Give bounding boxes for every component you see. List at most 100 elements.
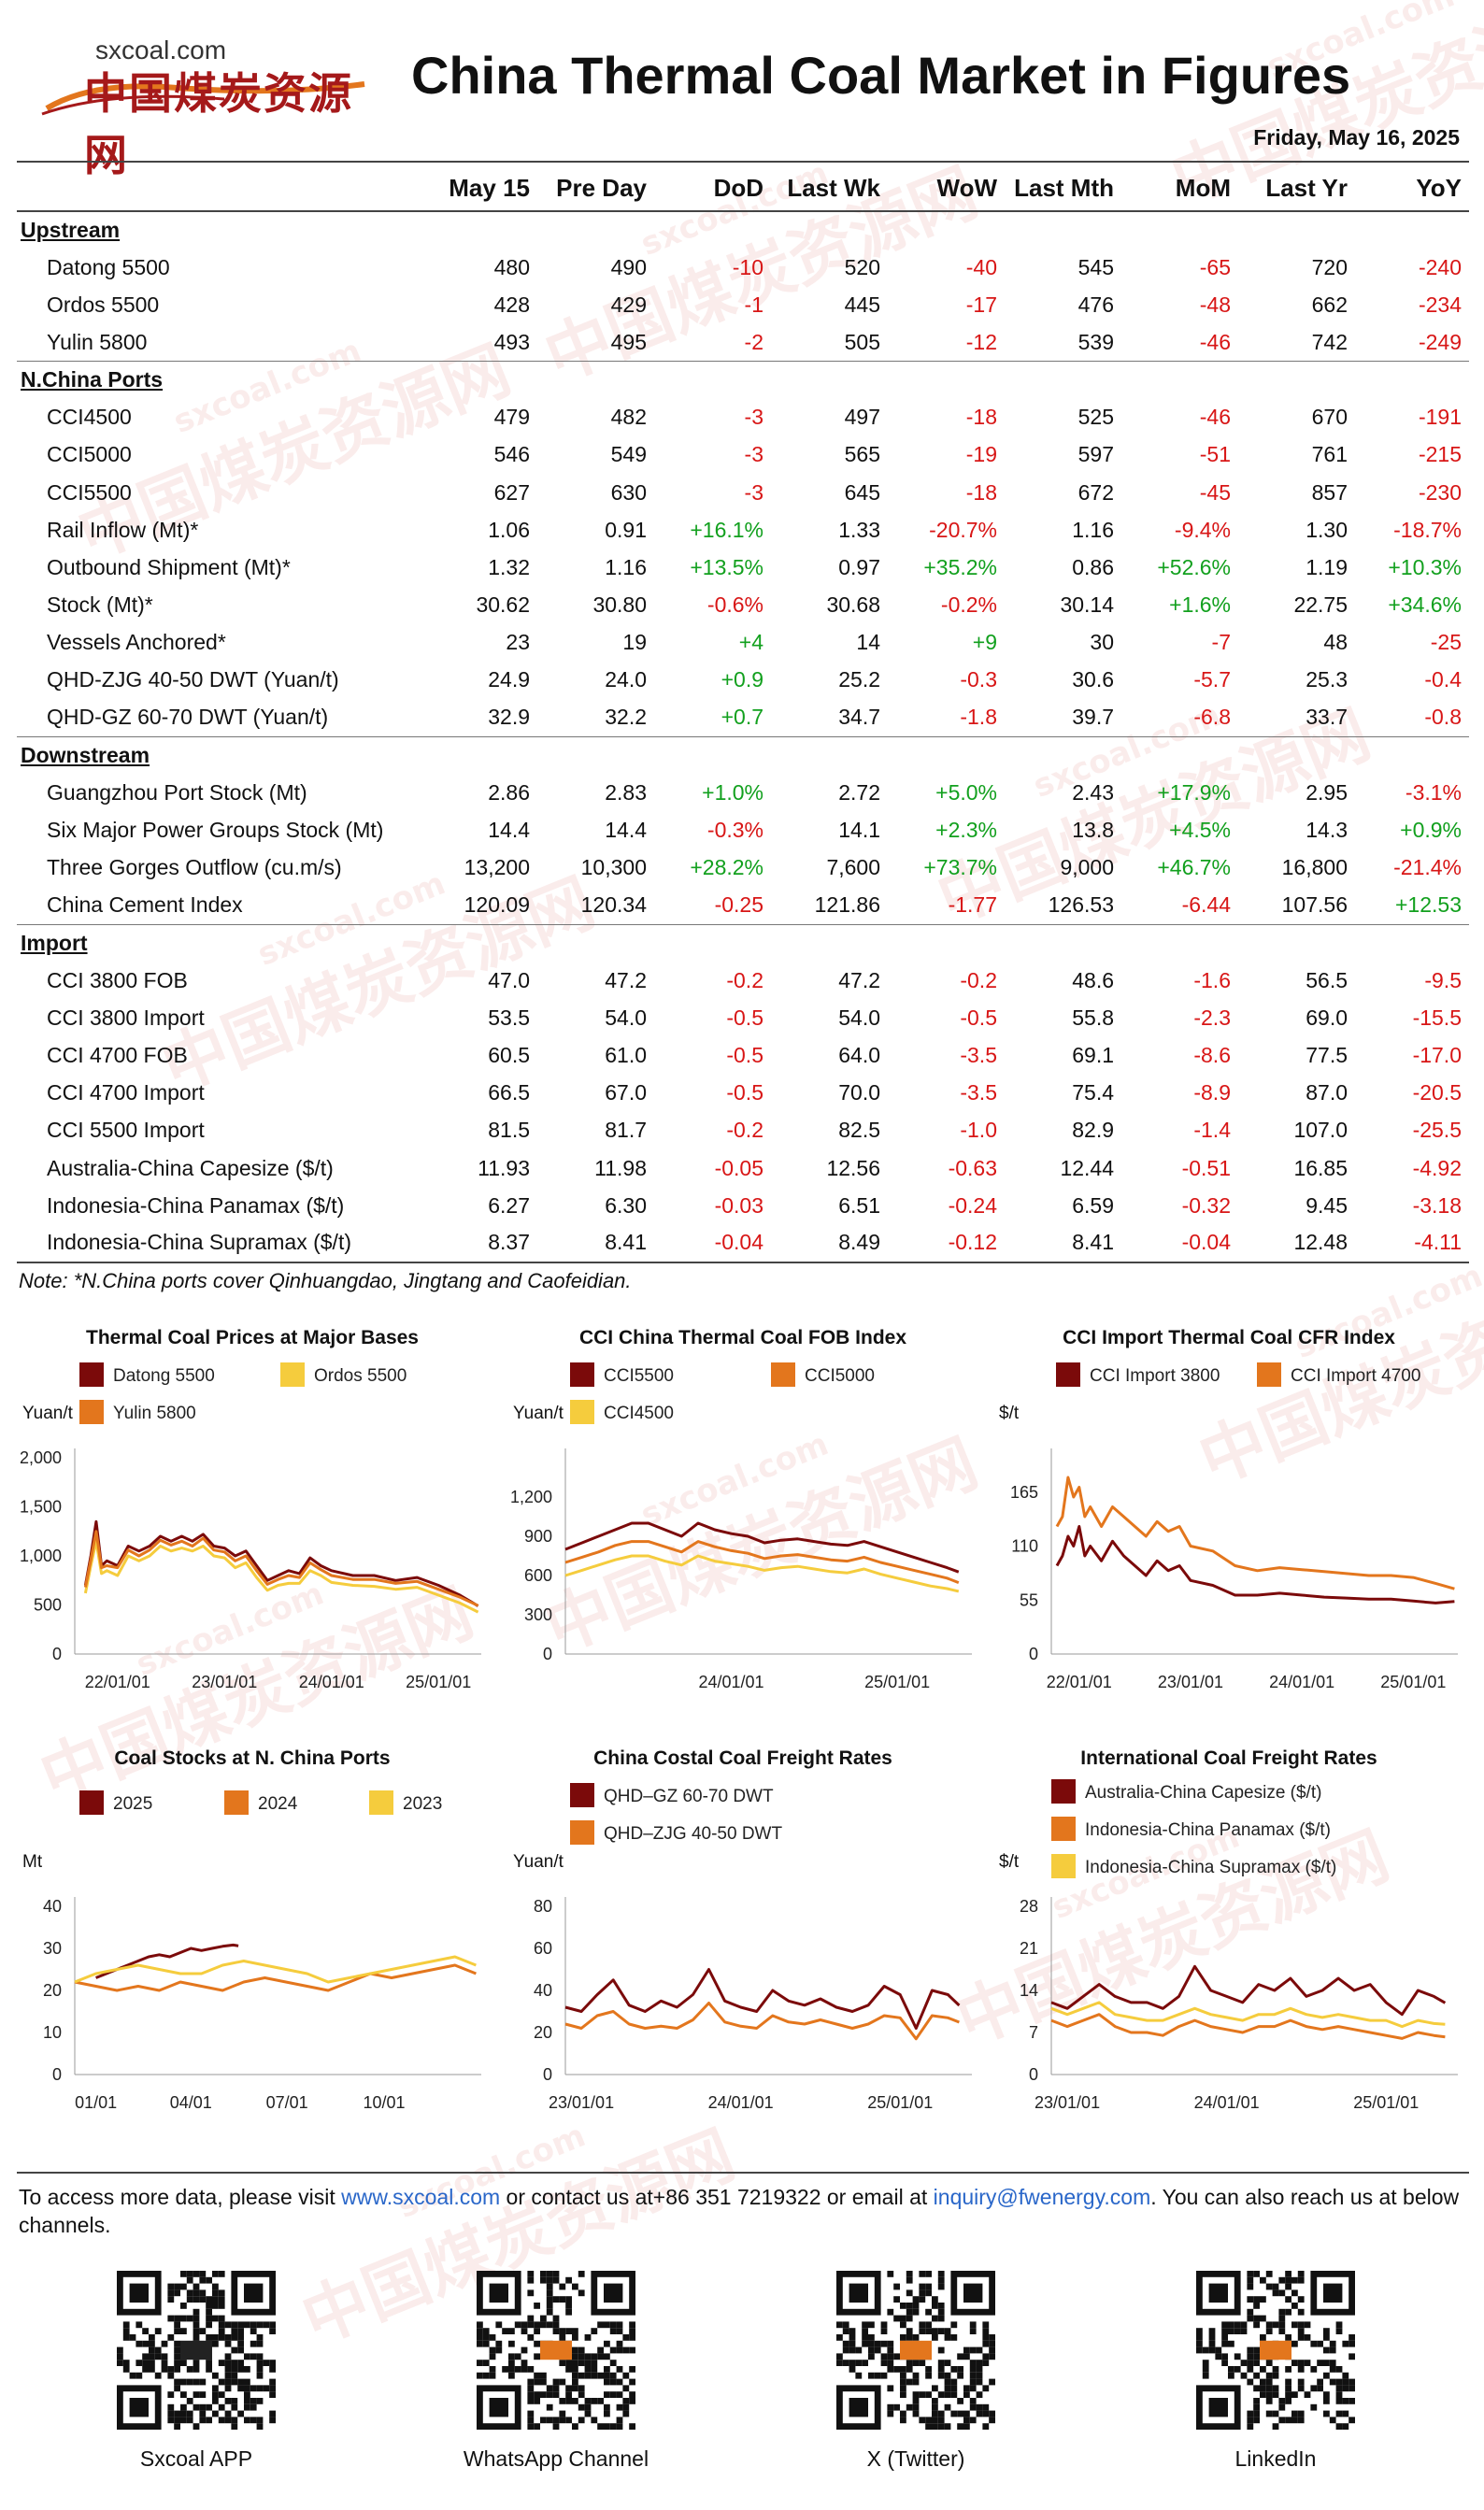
row-label: CCI 3800 Import — [47, 1005, 205, 1030]
row-label: CCI 4700 FOB — [47, 1042, 188, 1067]
table-row: CCI5000 546 549 -3 565 -19 597 -51 761 -215 — [17, 436, 1469, 474]
value-cell: 429 — [610, 292, 647, 317]
change-cell: +73.7% — [923, 855, 997, 880]
column-header: Last Mth — [1005, 166, 1121, 212]
value-cell: 630 — [610, 479, 647, 505]
chart-svg: CCI Import Thermal Coal CFR Index $/t CCI … — [999, 1327, 1458, 1691]
column-header: May 15 — [421, 166, 537, 212]
value-cell: 34.7 — [838, 705, 880, 730]
row-label: CCI 4700 Import — [47, 1080, 205, 1105]
x-tick-label: 23/01/01 — [1158, 1673, 1223, 1691]
value-cell: 55.8 — [1072, 1005, 1114, 1030]
table-row: Australia-China Capesize ($/t) 11.93 11.98… — [17, 1149, 1469, 1187]
row-label: Indonesia-China Supramax ($/t) — [17, 1224, 421, 1263]
change-cell: -5.7 — [1193, 667, 1231, 692]
change-cell: -0.5 — [726, 1042, 763, 1067]
value-cell: 33.7 — [1306, 705, 1348, 730]
legend-label: Indonesia-China Supramax ($/t) — [1085, 1858, 1336, 1877]
section-header-row: Import — [17, 923, 1469, 962]
y-tick-label: 0 — [1029, 1645, 1038, 1663]
change-cell: -0.2 — [726, 1118, 763, 1143]
value-cell: 48.6 — [1072, 967, 1114, 992]
series-line — [564, 1968, 961, 2030]
value-cell: 670 — [1311, 405, 1348, 430]
value-cell: 69.0 — [1306, 1005, 1348, 1030]
sxcoal-logo[interactable]: sxcoal.com 中国煤炭资源网 — [37, 36, 374, 180]
logo-domain: sxcoal.com — [95, 36, 227, 64]
value-cell: 107.0 — [1293, 1118, 1348, 1143]
x-qr-icon — [836, 2271, 995, 2430]
change-cell: +28.2% — [690, 855, 763, 880]
y-tick-label: 20 — [534, 2023, 552, 2042]
value-cell: 495 — [610, 329, 647, 354]
value-cell: 14.1 — [838, 818, 880, 843]
row-label: CCI5000 — [47, 442, 132, 467]
report-date: Friday, May 16, 2025 — [1253, 125, 1460, 150]
table-row: Outbound Shipment (Mt)* 1.32 1.16 +13.5% 0.9… — [17, 549, 1469, 586]
change-cell: -18 — [965, 405, 997, 430]
market-figures-table: May 15 Pre Day DoD Last Wk WoW Last Mth … — [17, 166, 1469, 1263]
y-tick-label: 165 — [1010, 1483, 1038, 1502]
change-cell: -12 — [965, 329, 997, 354]
legend-label: CCI5500 — [604, 1366, 674, 1386]
change-cell: -40 — [965, 254, 997, 279]
column-header: WoW — [888, 166, 1005, 212]
qr-card[interactable]: Sxcoal APP — [93, 2271, 299, 2472]
qr-card[interactable]: WhatsApp Channel — [453, 2271, 659, 2472]
change-cell: -1.8 — [960, 705, 997, 730]
qr-card[interactable]: X (Twitter) — [813, 2271, 1019, 2472]
email-link[interactable]: inquiry@fwenergy.com — [933, 2185, 1151, 2209]
website-link[interactable]: www.sxcoal.com — [341, 2185, 501, 2209]
series-line — [1050, 2013, 1446, 2040]
table-row: CCI 4700 FOB 60.5 61.0 -0.5 64.0 -3.5 69.1 -8.6… — [17, 1036, 1469, 1074]
x-tick-label: 24/01/01 — [1194, 2093, 1260, 2112]
change-cell: -215 — [1418, 442, 1462, 467]
qr-card[interactable]: LinkedIn — [1173, 2271, 1378, 2472]
table-footnote: Note: *N.China ports cover Qinhuangdao, … — [19, 1269, 632, 1292]
change-cell: -3 — [744, 442, 763, 467]
change-cell: -9.4% — [1174, 517, 1231, 542]
value-cell: 14.4 — [488, 818, 530, 843]
y-tick-label: 28 — [1020, 1897, 1038, 1916]
chart-title: CCI Import Thermal Coal CFR Index — [1063, 1327, 1395, 1348]
x-tick-label: 10/01 — [364, 2093, 406, 2112]
legend-swatch — [79, 1790, 104, 1815]
chart-svg: Thermal Coal Prices at Major Bases Yuan/t… — [20, 1327, 481, 1691]
value-cell: 121.86 — [814, 892, 880, 918]
series-line — [1055, 1476, 1455, 1590]
change-cell: +52.6% — [1157, 554, 1231, 579]
row-label: QHD-ZJG 40-50 DWT (Yuan/t) — [47, 667, 339, 692]
value-cell: 2.43 — [1072, 779, 1114, 805]
y-tick-label: 110 — [1011, 1537, 1038, 1556]
change-cell: +1.6% — [1169, 592, 1231, 618]
logo-name: 中国煤炭资源网 — [84, 68, 353, 180]
value-cell: 9.45 — [1306, 1192, 1348, 1218]
column-header: MoM — [1121, 166, 1238, 212]
change-cell: -45 — [1199, 479, 1231, 505]
series-line — [95, 1943, 239, 1979]
legend-swatch — [771, 1362, 795, 1387]
contact-text-pre: To access more data, please visit — [19, 2185, 342, 2209]
legend-label: Datong 5500 — [113, 1366, 215, 1386]
y-axis-label: Yuan/t — [22, 1404, 74, 1423]
value-cell: 53.5 — [488, 1005, 530, 1030]
legend-swatch — [280, 1362, 305, 1387]
value-cell: 47.0 — [488, 967, 530, 992]
value-cell: 12.48 — [1238, 1224, 1355, 1263]
logo-swoosh-icon — [41, 81, 365, 116]
change-cell: -19 — [965, 442, 997, 467]
y-tick-label: 14 — [1020, 1981, 1038, 2000]
value-cell: 8.49 — [771, 1224, 888, 1263]
value-cell: 24.0 — [605, 667, 647, 692]
column-header: Last Yr — [1238, 166, 1355, 212]
series-line — [1050, 1964, 1447, 2017]
chart-coal-stocks: Coal Stocks at N. China Ports Mt 2025 2024 2… — [9, 1738, 495, 2149]
value-cell: 77.5 — [1306, 1042, 1348, 1067]
change-cell: +9 — [972, 630, 997, 655]
change-cell: -0.5 — [726, 1005, 763, 1030]
table-header-row: May 15 Pre Day DoD Last Wk WoW Last Mth … — [17, 166, 1469, 212]
change-cell: +46.7% — [1157, 855, 1231, 880]
value-cell: 479 — [493, 405, 530, 430]
value-cell: 75.4 — [1072, 1080, 1114, 1105]
change-cell: +10.3% — [1388, 554, 1462, 579]
